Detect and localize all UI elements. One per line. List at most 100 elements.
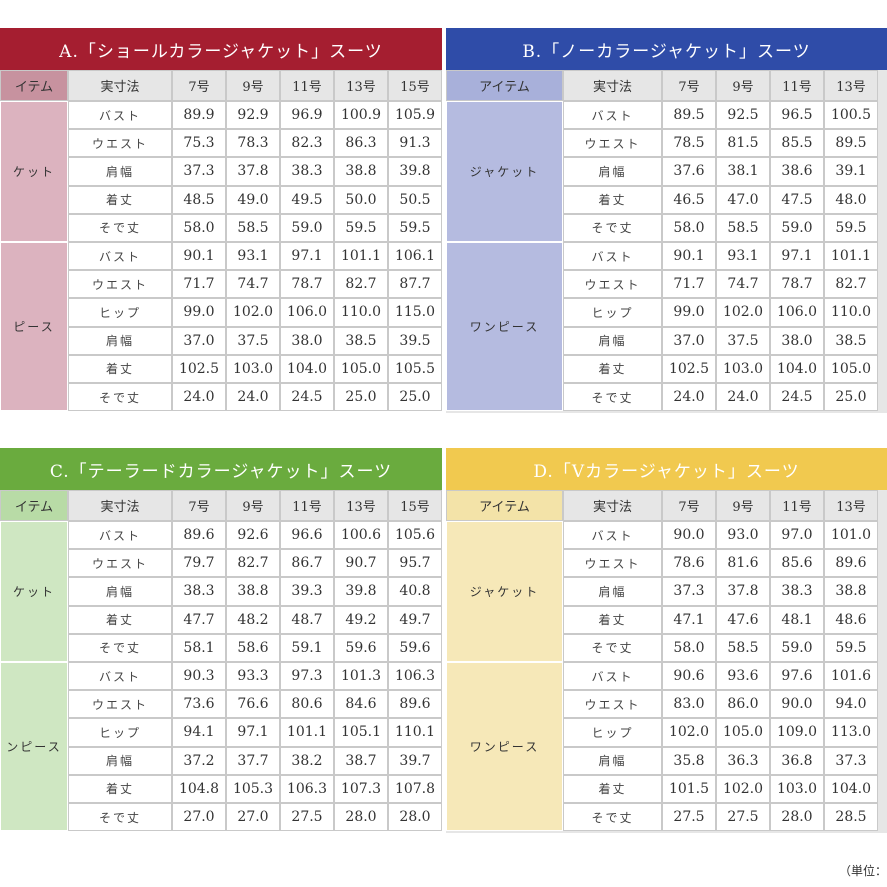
size-value: 36.8	[770, 746, 824, 775]
size-value: 58.5	[716, 213, 770, 242]
size-value: 75.3	[172, 129, 226, 158]
size-value: 101.0	[824, 521, 878, 550]
size-value: 99.0	[172, 298, 226, 327]
size-value: 106.3	[388, 662, 442, 691]
size-value: 94.0	[824, 690, 878, 719]
size-value: 25.0	[388, 383, 442, 412]
size-value: 97.0	[770, 521, 824, 550]
column-header: 11号	[280, 490, 334, 521]
size-value: 59.5	[334, 213, 388, 242]
size-value: 38.3	[280, 157, 334, 186]
size-value: 37.0	[172, 326, 226, 355]
column-header: 実寸法	[563, 490, 662, 521]
size-value: 38.5	[334, 326, 388, 355]
size-value: 96.5	[770, 101, 824, 130]
item-name: ジャケット	[446, 101, 563, 242]
size-value: 38.7	[334, 746, 388, 775]
size-value: 106.1	[388, 242, 442, 271]
size-value: 106.0	[770, 298, 824, 327]
size-value: 37.8	[226, 157, 280, 186]
measure-label: そで丈	[68, 633, 172, 662]
measure-label: 着丈	[68, 605, 172, 634]
size-value: 49.5	[280, 185, 334, 214]
size-value: 59.0	[770, 213, 824, 242]
size-value: 59.6	[334, 633, 388, 662]
size-value: 28.0	[388, 803, 442, 832]
size-value: 82.7	[226, 549, 280, 578]
column-header: 7号	[172, 70, 226, 101]
table-title: C.「テーラードカラージャケット」スーツ	[0, 448, 442, 490]
measure-label: ウエスト	[68, 690, 172, 719]
size-value: 103.0	[770, 774, 824, 803]
size-value: 37.7	[226, 746, 280, 775]
measure-label: 肩幅	[68, 746, 172, 775]
size-value: 90.0	[662, 521, 716, 550]
size-value: 97.1	[280, 242, 334, 271]
measure-label: 肩幅	[68, 326, 172, 355]
column-header: 13号	[334, 70, 388, 101]
measure-label: そで丈	[563, 633, 662, 662]
size-value: 24.5	[280, 383, 334, 412]
size-value: 101.1	[280, 718, 334, 747]
column-header: イテム	[0, 70, 68, 101]
size-value: 24.5	[770, 383, 824, 412]
size-value: 105.1	[334, 718, 388, 747]
size-value: 90.7	[334, 549, 388, 578]
size-value: 37.8	[716, 577, 770, 606]
item-name: ワンピース	[446, 242, 563, 412]
column-header: 13号	[824, 490, 878, 521]
column-header: 7号	[662, 490, 716, 521]
size-value: 59.5	[824, 633, 878, 662]
size-value: 48.5	[172, 185, 226, 214]
measure-label: 着丈	[68, 354, 172, 383]
size-value: 74.7	[716, 270, 770, 299]
size-value: 107.8	[388, 774, 442, 803]
size-value: 58.5	[226, 213, 280, 242]
size-value: 47.5	[770, 185, 824, 214]
size-value: 102.5	[172, 354, 226, 383]
size-value: 97.1	[770, 242, 824, 271]
size-value: 59.0	[280, 213, 334, 242]
size-value: 104.0	[770, 354, 824, 383]
size-value: 105.9	[388, 101, 442, 130]
size-value: 106.0	[280, 298, 334, 327]
size-value: 48.1	[770, 605, 824, 634]
size-value: 38.0	[280, 326, 334, 355]
size-value: 95.7	[388, 549, 442, 578]
size-value: 48.7	[280, 605, 334, 634]
size-value: 92.9	[226, 101, 280, 130]
size-value: 80.6	[280, 690, 334, 719]
item-name: ケット	[0, 521, 68, 662]
size-value: 93.3	[226, 662, 280, 691]
size-value: 38.1	[716, 157, 770, 186]
size-value: 39.5	[388, 326, 442, 355]
measure-label: ウエスト	[563, 270, 662, 299]
size-value: 38.8	[824, 577, 878, 606]
measure-label: そで丈	[68, 213, 172, 242]
size-value: 86.7	[280, 549, 334, 578]
measure-label: 肩幅	[563, 157, 662, 186]
size-value: 90.6	[662, 662, 716, 691]
column-header: 11号	[770, 490, 824, 521]
size-value: 78.7	[770, 270, 824, 299]
size-value: 76.6	[226, 690, 280, 719]
column-header: イテム	[0, 490, 68, 521]
size-value: 86.0	[716, 690, 770, 719]
size-value: 89.6	[172, 521, 226, 550]
size-value: 93.0	[716, 521, 770, 550]
size-value: 96.9	[280, 101, 334, 130]
size-value: 47.6	[716, 605, 770, 634]
size-value: 27.0	[226, 803, 280, 832]
item-name: ピース	[0, 242, 68, 412]
size-value: 73.6	[172, 690, 226, 719]
size-value: 109.0	[770, 718, 824, 747]
size-value: 58.0	[662, 213, 716, 242]
size-value: 93.6	[716, 662, 770, 691]
size-value: 59.5	[824, 213, 878, 242]
column-header: 実寸法	[68, 70, 172, 101]
size-value: 25.0	[334, 383, 388, 412]
size-value: 81.6	[716, 549, 770, 578]
size-value: 102.0	[226, 298, 280, 327]
size-value: 93.1	[716, 242, 770, 271]
